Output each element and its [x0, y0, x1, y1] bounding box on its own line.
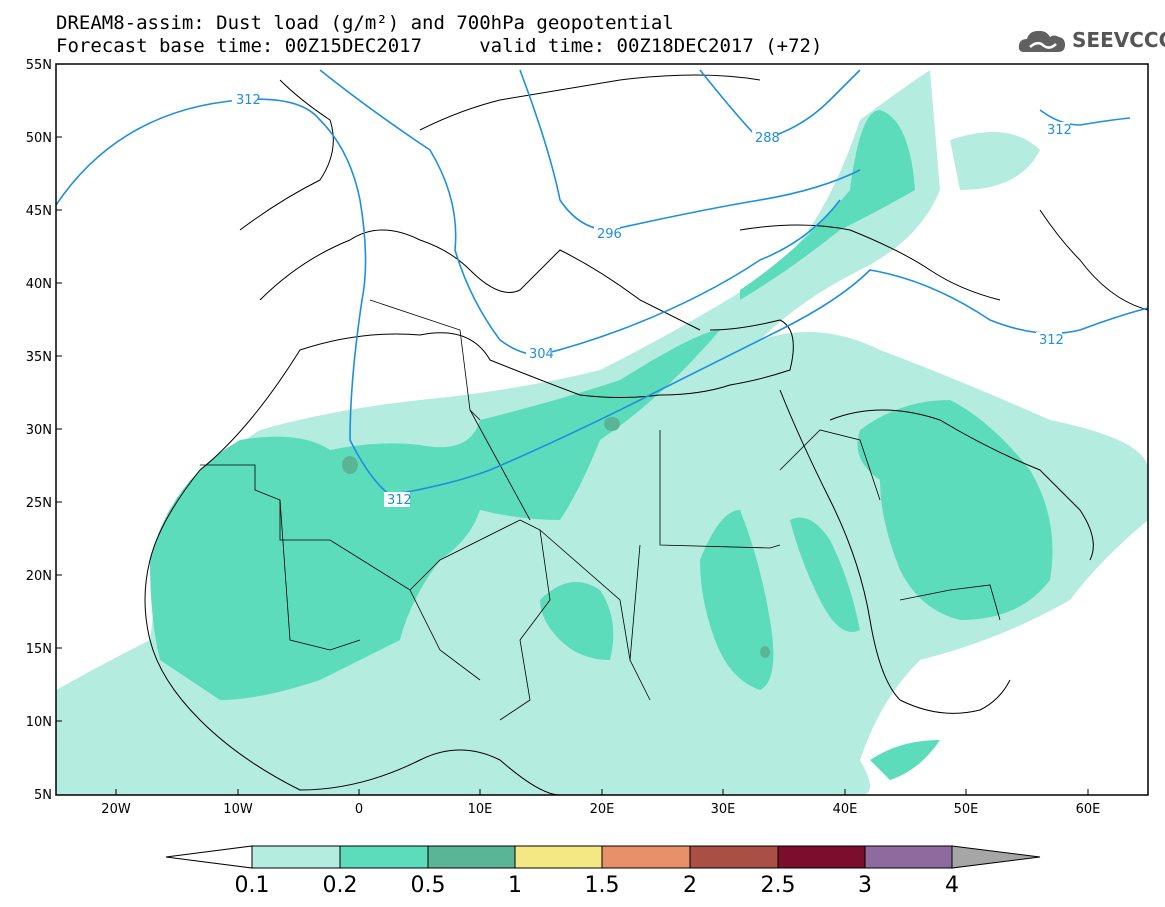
colorbar-label: 0.2 — [323, 873, 358, 898]
colorbar-label: 3 — [858, 873, 872, 898]
lat-label: 40N — [26, 277, 52, 292]
colorbar-label: 2.5 — [761, 873, 796, 898]
lat-label: 5N — [34, 788, 52, 803]
contour-label: 304 — [529, 347, 554, 362]
colorbar-segment — [864, 845, 953, 869]
lat-label: 10N — [26, 715, 52, 730]
logo-text: SEEVCCC — [1072, 28, 1165, 52]
colorbar: 0.1 0.2 0.5 1 1.5 2 2.5 3 4 — [165, 845, 1041, 898]
seevccc-logo: SEEVCCC — [1018, 26, 1165, 56]
colorbar-label: 2 — [683, 873, 697, 898]
colorbar-label: 0.5 — [411, 873, 446, 898]
colorbar-segment — [514, 845, 603, 869]
contour-label: 312 — [1039, 333, 1064, 348]
colorbar-label: 1.5 — [585, 873, 620, 898]
contour-label: 312 — [236, 93, 261, 108]
contour-label: 296 — [597, 227, 622, 242]
lon-label: 40E — [833, 802, 858, 817]
longitude-axis: 20W 10W 0 10E 20E 30E 40E 50E 60E — [101, 789, 1100, 817]
map-area: 312 288 312 296 304 312 312 — [56, 69, 1148, 795]
lon-label: 20E — [590, 802, 615, 817]
lon-label: 30E — [711, 802, 736, 817]
colorbar-segment — [251, 845, 341, 869]
colorbar-segment — [777, 845, 866, 869]
lon-label: 10E — [468, 802, 493, 817]
contour-label: 312 — [387, 493, 412, 508]
dust-layer-medium — [150, 110, 1053, 780]
chart-title: DREAM8-assim: Dust load (g/m²) and 700hP… — [56, 12, 674, 34]
colorbar-label: 0.1 — [235, 873, 270, 898]
lat-label: 55N — [26, 58, 52, 73]
lat-label: 50N — [26, 131, 52, 146]
colorbar-segment — [339, 845, 429, 869]
lat-label: 20N — [26, 569, 52, 584]
latitude-axis: 55N 50N 45N 40N 35N 30N 25N 20N 15N 10N … — [26, 58, 62, 803]
lat-label: 45N — [26, 204, 52, 219]
lon-label: 60E — [1076, 802, 1101, 817]
dust-layer-dark — [342, 417, 770, 658]
lat-label: 35N — [26, 350, 52, 365]
lat-label: 30N — [26, 423, 52, 438]
lon-label: 20W — [101, 802, 131, 817]
colorbar-segment — [601, 845, 691, 869]
colorbar-segment — [427, 845, 516, 869]
lon-label: 50E — [954, 802, 979, 817]
cloud-icon — [1018, 30, 1065, 52]
lon-label: 10W — [223, 802, 253, 817]
chart-subtitle: Forecast base time: 00Z15DEC2017 valid t… — [56, 35, 823, 57]
lon-label: 0 — [355, 802, 363, 817]
lat-label: 25N — [26, 496, 52, 511]
colorbar-segment — [689, 845, 779, 869]
contour-label: 288 — [755, 131, 780, 146]
geopotential-contours — [56, 69, 1148, 496]
contour-label: 312 — [1047, 123, 1072, 138]
colorbar-segment — [951, 845, 1041, 869]
coastlines — [144, 74, 1148, 795]
colorbar-label: 1 — [508, 873, 522, 898]
colorbar-label: 4 — [945, 873, 959, 898]
contour-labels: 312 288 312 296 304 312 312 — [232, 92, 1072, 508]
lat-label: 15N — [26, 642, 52, 657]
colorbar-segment — [165, 845, 253, 869]
